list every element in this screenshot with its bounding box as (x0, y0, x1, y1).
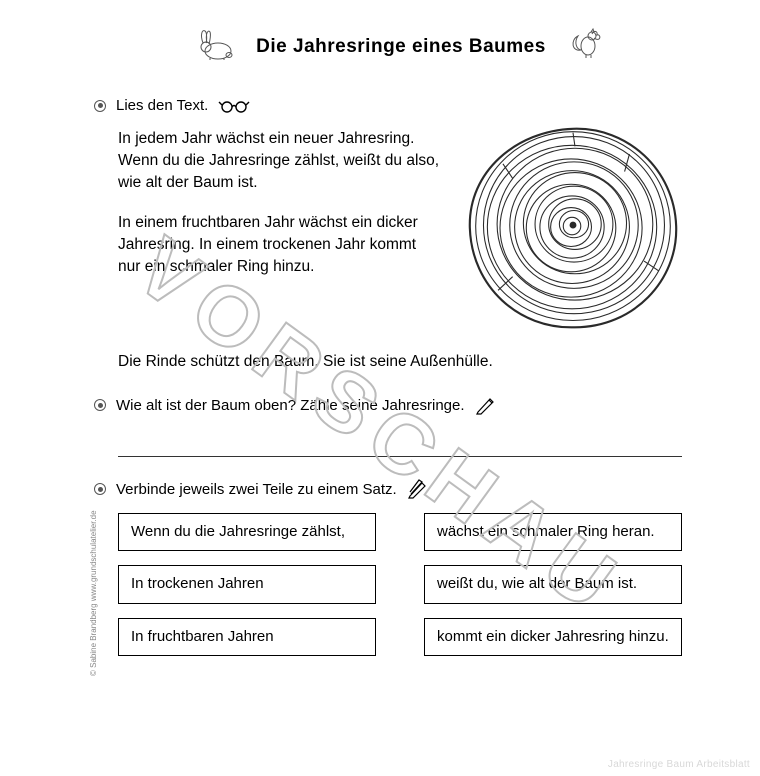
match-left-1[interactable]: Wenn du die Jahresringe zählst, (118, 513, 376, 551)
pencil-icon (475, 395, 497, 415)
matching-grid: Wenn du die Jahresringe zählst, wächst e… (118, 513, 682, 656)
body-text: In jedem Jahr wächst ein neuer Jahresrin… (118, 128, 442, 296)
match-right-2[interactable]: weißt du, wie alt der Baum ist. (424, 565, 682, 603)
instruction-3: Verbinde jeweils zwei Teile zu einem Sat… (94, 479, 682, 499)
page-title: Die Jahresringe eines Baumes (256, 36, 546, 58)
squirrel-icon (564, 24, 604, 69)
worksheet-page: Die Jahresringe eines Baumes Lies den Te… (0, 0, 760, 776)
match-right-1[interactable]: wächst ein schmaler Ring heran. (424, 513, 682, 551)
paragraph-2: In einem fruchtbaren Jahr wächst ein dic… (118, 212, 442, 278)
pencil-icon (407, 479, 429, 499)
footer-text: Jahresringe Baum Arbeitsblatt (608, 759, 750, 770)
instruction-2: Wie alt ist der Baum oben? Zähle seine J… (94, 395, 682, 415)
match-left-2[interactable]: In trockenen Jahren (118, 565, 376, 603)
rabbit-icon (196, 27, 238, 66)
match-left-3[interactable]: In fruchtbaren Jahren (118, 618, 376, 656)
instruction-2-text: Wie alt ist der Baum oben? Zähle seine J… (116, 397, 465, 414)
match-right-3[interactable]: kommt ein dicker Jahresring hinzu. (424, 618, 682, 656)
answer-line[interactable] (118, 429, 682, 457)
instruction-1-text: Lies den Text. (116, 97, 208, 114)
instruction-3-text: Verbinde jeweils zwei Teile zu einem Sat… (116, 481, 397, 498)
header: Die Jahresringe eines Baumes (118, 24, 682, 69)
glasses-icon (218, 98, 250, 114)
reading-row: In jedem Jahr wächst ein neuer Jahresrin… (118, 128, 682, 341)
tree-rings-illustration (464, 122, 682, 341)
bullet-icon (94, 483, 106, 495)
paragraph-1: In jedem Jahr wächst ein neuer Jahresrin… (118, 128, 442, 194)
credit-text: © Sabine Brandberg www.grundschulatelier… (89, 510, 98, 676)
bullet-icon (94, 100, 106, 112)
paragraph-3-wrap: Die Rinde schützt den Baum. Sie ist sein… (118, 351, 682, 373)
instruction-1: Lies den Text. (94, 97, 682, 114)
bullet-icon (94, 399, 106, 411)
paragraph-3: Die Rinde schützt den Baum. Sie ist sein… (118, 351, 682, 373)
